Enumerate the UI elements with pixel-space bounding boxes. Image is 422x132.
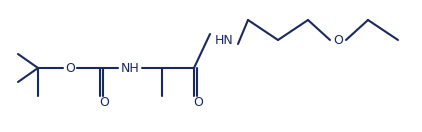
Text: O: O (333, 34, 343, 46)
Text: O: O (65, 62, 75, 74)
Text: O: O (99, 96, 109, 110)
Text: HN: HN (215, 34, 233, 46)
Text: O: O (193, 96, 203, 110)
Text: NH: NH (121, 62, 139, 74)
